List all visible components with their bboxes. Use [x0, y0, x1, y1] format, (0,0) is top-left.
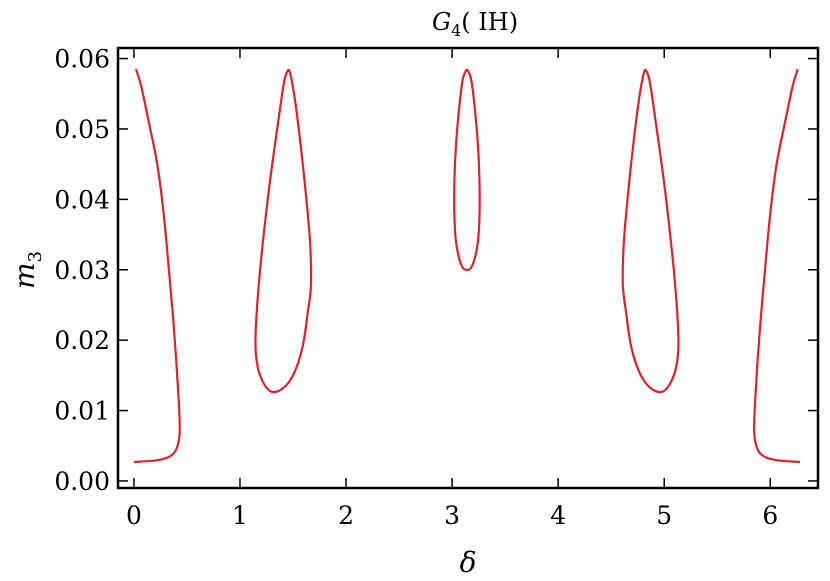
y-axis-ticks: 0.00 0.01 0.02 0.03 0.04 0.05 0.06 — [54, 45, 818, 496]
series-curve-1 — [133, 68, 181, 464]
x-tick-label: 3 — [444, 501, 460, 530]
x-tick-label: 6 — [762, 501, 778, 530]
y-tick-label: 0.01 — [54, 397, 110, 426]
series-curve-5 — [752, 68, 801, 464]
series-curve-2 — [254, 68, 313, 394]
y-tick-label: 0.06 — [54, 45, 110, 74]
y-tick-label: 0.03 — [54, 256, 110, 285]
y-axis-label: m3 — [8, 251, 46, 289]
chart-title: G4( IH) — [432, 8, 518, 40]
x-tick-label: 0 — [126, 501, 142, 530]
x-axis-label: δ — [460, 546, 477, 579]
series-curve-3 — [453, 68, 481, 271]
y-tick-label: 0.04 — [54, 185, 110, 214]
curves-group — [133, 68, 801, 464]
x-tick-label: 1 — [232, 501, 248, 530]
x-tick-label: 2 — [338, 501, 354, 530]
y-tick-label: 0.00 — [54, 467, 110, 496]
x-axis-ticks: 0 1 2 3 4 5 6 — [126, 48, 778, 530]
y-tick-label: 0.02 — [54, 326, 110, 355]
plot-frame — [116, 46, 820, 490]
series-curve-4 — [621, 68, 680, 394]
x-tick-label: 4 — [550, 501, 566, 530]
x-tick-label: 5 — [656, 501, 672, 530]
y-tick-label: 0.05 — [54, 115, 110, 144]
